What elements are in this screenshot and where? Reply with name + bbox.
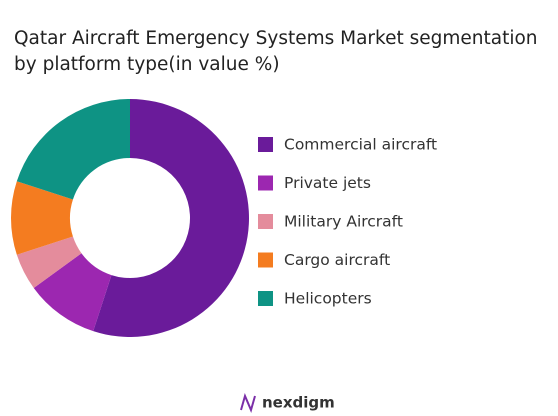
donut-segment: [93, 99, 249, 337]
chart-title: Qatar Aircraft Emergency Systems Market …: [14, 28, 538, 75]
legend-label: Commercial aircraft: [284, 136, 437, 154]
legend-label: Military Aircraft: [284, 213, 403, 231]
legend-swatch: [258, 291, 273, 306]
legend-swatch: [258, 252, 273, 268]
legend-label: Cargo aircraft: [284, 251, 390, 269]
donut-segment: [16, 99, 131, 200]
donut-segment: [16, 236, 82, 288]
donut-segment: [33, 253, 112, 332]
legend-label: Helicopters: [284, 290, 372, 308]
legend-label: Private jets: [284, 174, 371, 192]
donut-segment: [10, 181, 73, 255]
legend-swatch: [258, 137, 273, 152]
brand-icon: [240, 393, 256, 413]
legend-swatch: [258, 175, 273, 191]
legend-swatch: [258, 214, 273, 229]
brand-name: nexdigm: [262, 394, 335, 412]
